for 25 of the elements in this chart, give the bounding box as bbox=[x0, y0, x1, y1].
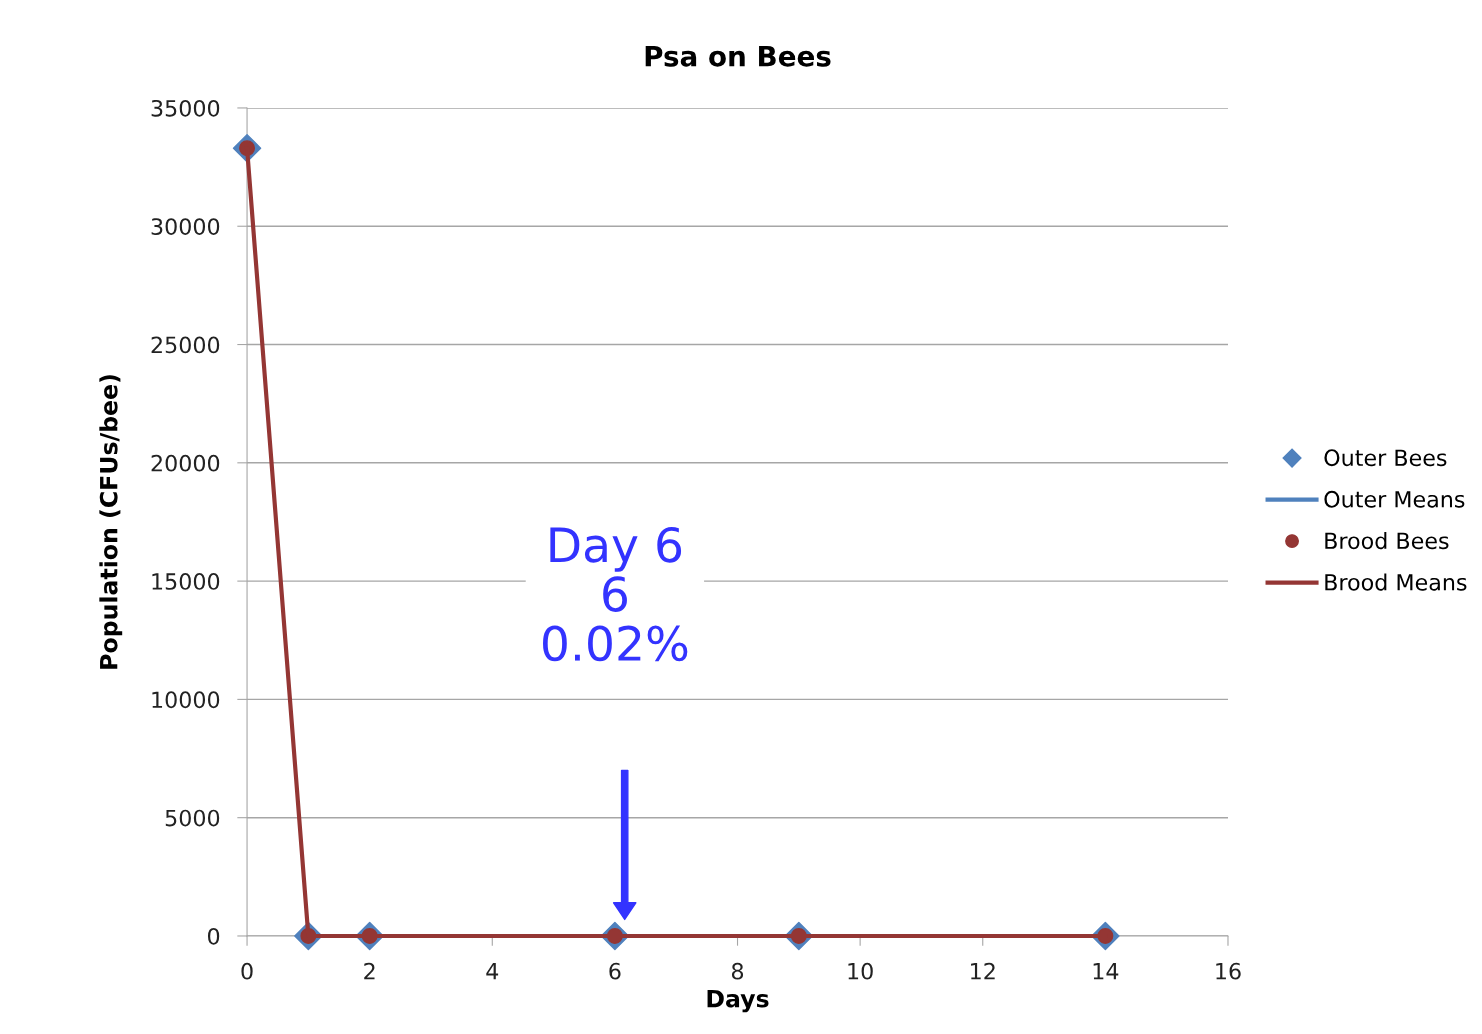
y-tick-label: 35000 bbox=[151, 99, 220, 117]
y-tick-label: 25000 bbox=[151, 336, 220, 354]
y-axis-title: Population (CFUs/bee) bbox=[99, 375, 123, 669]
y-tick-label: 10000 bbox=[152, 691, 220, 709]
x-tick-label: 8 bbox=[731, 962, 744, 980]
x-axis-title: Days bbox=[707, 989, 769, 1013]
x-tick-label: 14 bbox=[1093, 963, 1119, 980]
y-tick-label: 30000 bbox=[151, 218, 220, 235]
x-tick-label: 12 bbox=[971, 962, 995, 980]
y-tick-label: 15000 bbox=[152, 573, 220, 590]
x-tick-label: 16 bbox=[1216, 962, 1241, 980]
chart-title: Psa on Bees bbox=[645, 46, 831, 67]
legend-label: Outer Means bbox=[1324, 490, 1465, 508]
annotation: Day 6 6 0.02% bbox=[543, 526, 688, 662]
x-tick-label: 4 bbox=[486, 963, 499, 980]
y-tick-label: 5000 bbox=[165, 809, 220, 827]
x-tick-label: 10 bbox=[848, 962, 873, 980]
legend-label: Outer Bees bbox=[1324, 449, 1447, 467]
x-tick-label: 6 bbox=[609, 962, 621, 980]
legend-label: Brood Bees bbox=[1325, 531, 1449, 550]
legend-label: Brood Means bbox=[1325, 573, 1467, 591]
y-tick-label: 0 bbox=[207, 927, 220, 945]
x-tick-label: 2 bbox=[364, 962, 375, 980]
y-tick-label: 20000 bbox=[151, 454, 220, 472]
x-tick-label: 0 bbox=[241, 962, 253, 980]
